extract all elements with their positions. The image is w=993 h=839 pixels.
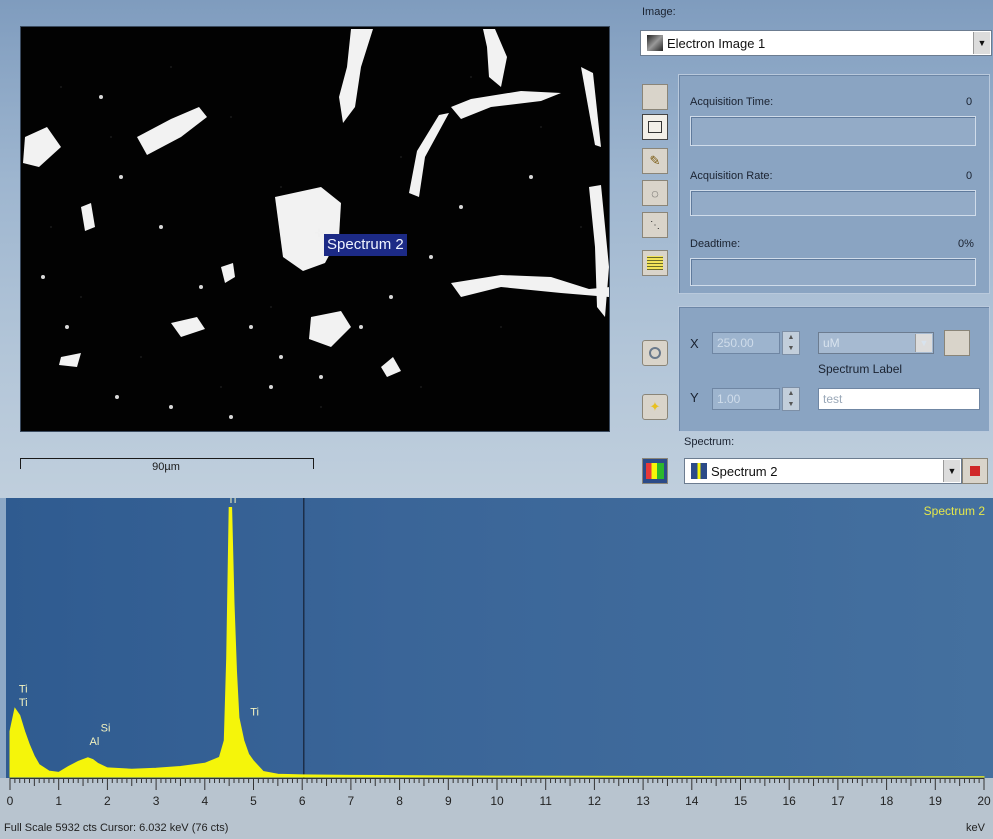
acquisition-time-value: 0: [966, 96, 973, 108]
stop-button[interactable]: [962, 458, 988, 484]
spectrum-plot[interactable]: Ti Ti Si Al Ti Ti Spectrum 2: [6, 498, 993, 780]
x-tick-label: 7: [347, 794, 355, 808]
unit-select[interactable]: uM ▼: [818, 332, 934, 354]
spectrum-select-value: Spectrum 2: [711, 463, 778, 479]
x-tick-label: 13: [636, 794, 650, 808]
chevron-down-icon[interactable]: ▼: [973, 32, 990, 54]
peak-label: Si: [101, 722, 111, 734]
x-tick-label: 11: [539, 794, 552, 808]
pencil-icon: ✎: [649, 153, 661, 168]
x-tick-label: 10: [490, 794, 504, 808]
spectrum-select[interactable]: Spectrum 2 ▼: [684, 458, 962, 484]
spectrum-caption: Spectrum:: [684, 436, 735, 448]
chevron-down-icon[interactable]: ▼: [915, 334, 932, 352]
peak-label: Al: [89, 736, 99, 748]
x-axis-area: [0, 778, 993, 839]
star-icon: ✦: [649, 399, 661, 414]
blank-action-button[interactable]: [944, 330, 970, 356]
spectrum-series-name: Spectrum 2: [923, 504, 985, 518]
peak-label: Ti: [19, 697, 28, 709]
x-tick-label: 6: [298, 794, 306, 808]
grid-icon: [647, 256, 663, 270]
chevron-down-icon[interactable]: ▼: [943, 460, 960, 482]
x-tick-label: 0: [6, 794, 14, 808]
x-tick-label: 2: [104, 794, 111, 808]
spectrum-icon: [691, 463, 707, 479]
line-tool-button[interactable]: ⋱: [642, 212, 668, 238]
scale-bar: [20, 458, 314, 469]
x-tick-label: 17: [831, 794, 845, 808]
y-label: Y: [690, 390, 699, 405]
spectrum-trace: [9, 507, 985, 778]
spectrum-view-button[interactable]: [642, 458, 668, 484]
spectrum-chart-icon: [646, 463, 664, 479]
x-tick-label: 19: [928, 794, 942, 808]
acquisition-rate-value: 0: [966, 170, 973, 182]
deadtime-bar: [690, 258, 976, 286]
x-tick-label: 1: [55, 794, 63, 808]
x-tick-label: 15: [733, 794, 748, 808]
scale-bar-label: 90µm: [152, 461, 180, 473]
x-tick-label: 5: [250, 794, 257, 808]
acquisition-group: [678, 74, 990, 294]
acquisition-time-bar: [690, 116, 976, 146]
freehand-select-icon: ◌: [651, 185, 659, 201]
rectangle-select-tool-button[interactable]: [642, 114, 668, 140]
grid-tool-button[interactable]: [642, 250, 668, 276]
image-label: Image:: [642, 6, 676, 18]
x-tick-label: 3: [152, 794, 160, 808]
dotted-line-icon: ⋱: [650, 219, 660, 231]
deadtime-value: 0%: [958, 238, 974, 250]
peak-label: Ti: [250, 706, 259, 718]
peak-label: Ti: [228, 498, 237, 506]
rectangle-select-icon: [648, 121, 662, 133]
y-input[interactable]: 1.00: [712, 388, 780, 410]
spectrum-marker-label[interactable]: Spectrum 2: [324, 234, 407, 256]
deadtime-label: Deadtime:: [690, 238, 741, 250]
electron-image-icon: [647, 35, 663, 51]
blank-tool-button[interactable]: [642, 84, 668, 110]
image-select-value: Electron Image 1: [667, 35, 766, 51]
acquisition-rate-label: Acquisition Rate:: [690, 170, 773, 182]
acquisition-time-label: Acquisition Time:: [690, 96, 774, 108]
spin-down-icon: ▼: [787, 345, 795, 352]
x-tick-label: 12: [587, 794, 602, 808]
status-text: Full Scale 5932 cts Cursor: 6.032 keV (7…: [4, 822, 229, 834]
x-tick-label: 9: [444, 794, 452, 808]
acquisition-rate-bar: [690, 190, 976, 216]
x-spinner[interactable]: ▲ ▼: [782, 331, 800, 355]
spin-down-icon: ▼: [787, 401, 795, 408]
x-tick-label: 14: [685, 794, 699, 808]
point-tool-button[interactable]: ✎: [642, 148, 668, 174]
spectrum-label-caption: Spectrum Label: [818, 362, 903, 376]
spin-up-icon: ▲: [787, 334, 795, 341]
image-select[interactable]: Electron Image 1 ▼: [640, 30, 992, 56]
stop-icon: [970, 466, 980, 476]
unit-select-value: uM: [823, 336, 840, 350]
x-label: X: [690, 336, 699, 351]
x-tick-label: 20: [977, 794, 991, 808]
peak-label: Ti: [19, 683, 28, 695]
area-tool-button[interactable]: ◌: [642, 180, 668, 206]
star-button[interactable]: ✦: [642, 394, 668, 420]
electron-image-view[interactable]: [20, 26, 610, 432]
target-button[interactable]: [642, 340, 668, 366]
x-axis-ticks: [9, 778, 985, 790]
spin-up-icon: ▲: [787, 390, 795, 397]
x-axis-unit: keV: [966, 822, 985, 834]
position-group: [678, 306, 990, 432]
y-spinner[interactable]: ▲ ▼: [782, 387, 800, 411]
spectrum-label-input[interactable]: test: [818, 388, 980, 410]
x-tick-label: 8: [396, 794, 403, 808]
x-input[interactable]: 250.00: [712, 332, 780, 354]
spectrum-point-marker-icon: ✛: [314, 226, 325, 240]
x-tick-label: 4: [201, 794, 209, 808]
x-tick-label: 18: [879, 794, 894, 808]
target-icon: [649, 347, 661, 359]
x-tick-label: 16: [782, 794, 796, 808]
